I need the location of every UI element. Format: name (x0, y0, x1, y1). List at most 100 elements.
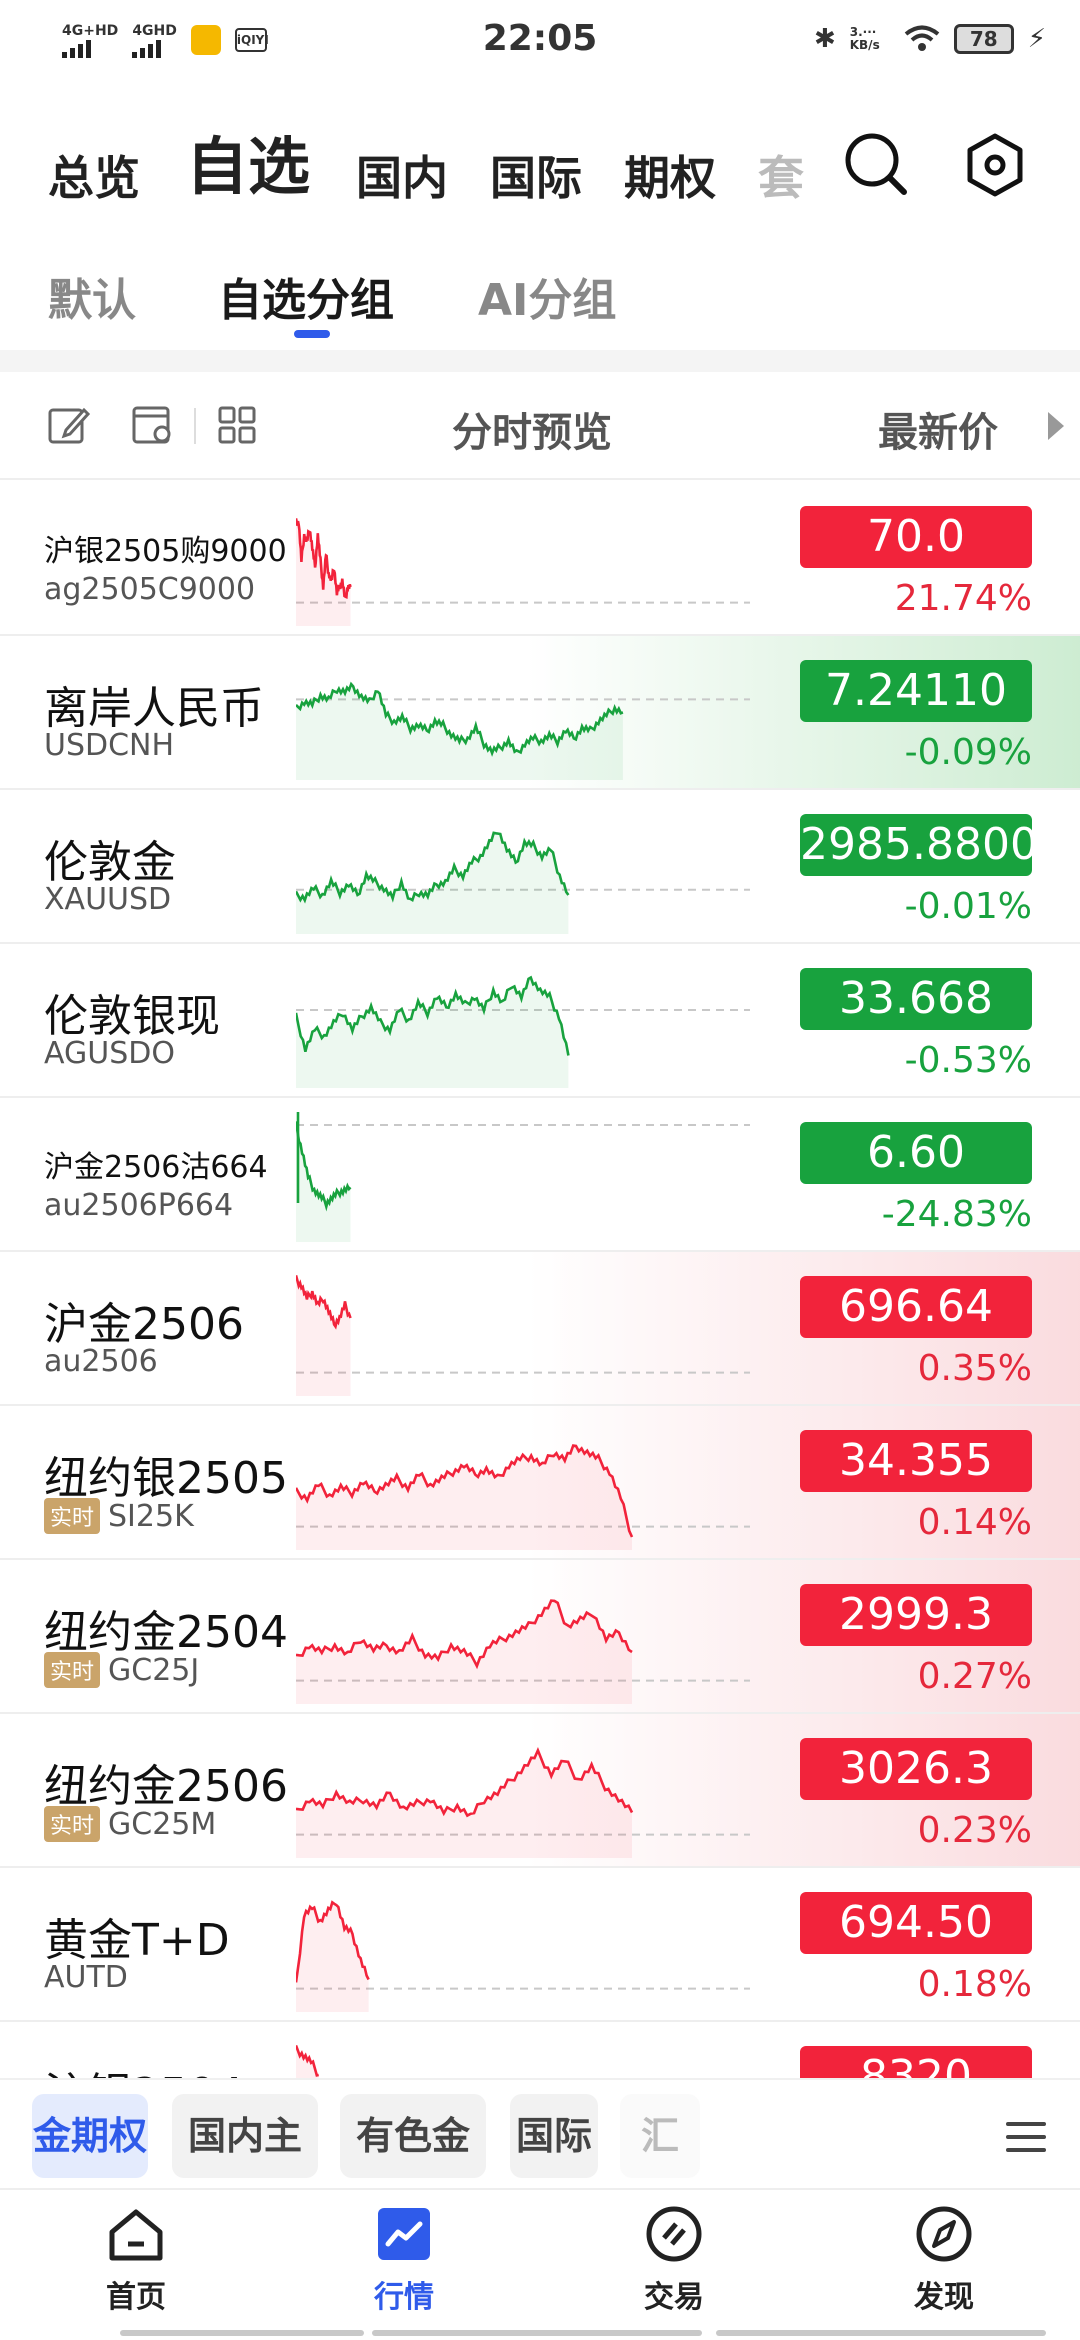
table-row[interactable]: 纽约金2504 实时 GC25J 2999.3 0.27% (0, 1560, 1080, 1714)
edit-icon[interactable] (46, 402, 92, 448)
instrument-name: 纽约银2505 (44, 1453, 288, 1504)
sparkline-area (296, 1121, 351, 1242)
column-header-price[interactable]: 最新价 (878, 410, 998, 456)
tab-options[interactable]: 期权 (624, 151, 716, 205)
nav-divider (716, 2330, 1046, 2336)
settings-icon[interactable] (960, 130, 1030, 200)
instrument-code: AUTD (44, 1960, 128, 1995)
sparkline-area (296, 684, 623, 780)
table-row[interactable]: 离岸人民币 USDCNH 7.24110 -0.09% (0, 636, 1080, 790)
realtime-badge: 实时 (44, 1498, 101, 1534)
chip-international[interactable]: 国际 (510, 2094, 598, 2178)
instrument-name: 沪银2505购9000 (44, 534, 287, 569)
table-row[interactable]: 纽约银2505 实时 SI25K 34.355 0.14% (0, 1406, 1080, 1560)
table-row[interactable]: 纽约金2506 实时 GC25M 3026.3 0.23% (0, 1714, 1080, 1868)
sparkline-path (296, 1275, 352, 1330)
sparkline-path (296, 1599, 633, 1670)
last-price[interactable]: 33.668 (800, 968, 1032, 1030)
realtime-badge: 实时 (44, 1652, 101, 1688)
last-price[interactable]: 2999.3 (800, 1584, 1032, 1646)
signal-icon-sim2: 4GHD (132, 22, 177, 58)
status-right: ✱ 3.··· KB/s 78 ⚡ (814, 24, 1046, 54)
intraday-sparkline (296, 1112, 750, 1242)
change-percent: -0.53% (904, 1040, 1032, 1081)
battery-icon: 78 (953, 24, 1014, 54)
instrument-code-line: au2506 (44, 1344, 158, 1379)
menu-icon (1006, 2122, 1046, 2161)
change-percent: 0.18% (917, 1964, 1032, 2005)
table-row[interactable]: 伦敦金 XAUUSD 2985.8800 -0.01% (0, 790, 1080, 944)
column-header-preview[interactable]: 分时预览 (452, 410, 612, 456)
table-row[interactable]: 沪银2505购9000 ag2505C9000 70.0 21.74% (0, 482, 1080, 636)
bottom-nav: 首页 行情 交易 发现 (0, 2188, 1080, 2340)
column-next-arrow-icon[interactable] (1048, 412, 1064, 440)
instrument-code: USDCNH (44, 728, 175, 763)
nav-trade[interactable]: 交易 (604, 2190, 744, 2340)
signal-icon-sim1: 4G+HD (62, 22, 118, 58)
chip-gold-options[interactable]: 金期权 (32, 2094, 148, 2178)
subtab-custom-group[interactable]: 自选分组 (218, 275, 394, 326)
table-row[interactable]: 黄金T+D AUTD 694.50 0.18% (0, 1868, 1080, 2022)
table-row[interactable]: 沪银2504 8320 (0, 2022, 1080, 2080)
change-percent: 0.35% (917, 1348, 1032, 1389)
instrument-name: 伦敦银现 (44, 991, 220, 1042)
tab-watchlist[interactable]: 自选 (186, 130, 311, 203)
table-header: 分时预览 最新价 (0, 372, 1080, 480)
last-price[interactable]: 694.50 (800, 1892, 1032, 1954)
sparkline-path (296, 681, 624, 757)
intraday-sparkline (296, 831, 750, 934)
sparkline-area (296, 1902, 369, 2012)
last-price[interactable]: 70.0 (800, 506, 1032, 568)
instrument-code-line: XAUUSD (44, 882, 171, 917)
nav-home[interactable]: 首页 (66, 2190, 206, 2340)
chip-domestic-main[interactable]: 国内主力 (172, 2094, 318, 2242)
instrument-code-line: AUTD (44, 1960, 128, 1995)
sparkline-path (296, 2044, 319, 2077)
divider-band (0, 350, 1080, 372)
last-price[interactable]: 696.64 (800, 1276, 1032, 1338)
table-row[interactable]: 伦敦银现 AGUSDO 33.668 -0.53% (0, 944, 1080, 1098)
last-price[interactable]: 6.60 (800, 1122, 1032, 1184)
change-percent: -0.09% (904, 732, 1032, 773)
subtab-default[interactable]: 默认 (48, 275, 136, 326)
last-price[interactable]: 8320 (800, 2046, 1032, 2080)
status-time: 22:05 (482, 18, 598, 59)
tab-more[interactable]: 套 (758, 151, 804, 205)
sparkline-area (296, 1445, 632, 1550)
nav-home-label: 首页 (106, 2280, 166, 2315)
sparkline-area (296, 1750, 632, 1858)
subtab-indicator (294, 330, 330, 338)
sparkline-area (296, 832, 569, 934)
tab-international[interactable]: 国际 (490, 151, 582, 205)
search-icon[interactable] (840, 130, 910, 200)
tab-domestic[interactable]: 国内 (356, 151, 448, 205)
nav-market[interactable]: 行情 (334, 2190, 474, 2340)
chip-nonferrous[interactable]: 有色金属 (340, 2094, 486, 2242)
last-price[interactable]: 2985.8800 (800, 814, 1038, 876)
last-price[interactable]: 3026.3 (800, 1738, 1032, 1800)
chip-fx[interactable]: 汇 (620, 2094, 700, 2178)
instrument-code-line: 实时 GC25J (44, 1652, 199, 1688)
table-row[interactable]: 沪金2506沽664 au2506P664 6.60 -24.83% (0, 1098, 1080, 1252)
nav-discover[interactable]: 发现 (874, 2190, 1014, 2340)
last-price[interactable]: 34.355 (800, 1430, 1032, 1492)
subtab-ai-group[interactable]: AI分组 (478, 275, 617, 326)
change-percent: -0.01% (904, 886, 1032, 927)
grid-view-icon[interactable] (214, 402, 260, 448)
instrument-code-line: AGUSDO (44, 1036, 175, 1071)
header-divider (194, 408, 196, 444)
last-price[interactable]: 7.24110 (800, 660, 1032, 722)
sparkline-area (296, 518, 351, 626)
intraday-sparkline (296, 518, 750, 626)
tab-overview[interactable]: 总览 (48, 151, 140, 205)
instrument-code: AGUSDO (44, 1036, 175, 1071)
group-settings-icon[interactable] (130, 402, 176, 448)
chip-menu-button[interactable] (950, 2094, 1080, 2178)
market-icon (378, 2208, 430, 2260)
change-percent: 0.23% (917, 1810, 1032, 1851)
sparkline-area (296, 977, 569, 1088)
nav-market-label: 行情 (374, 2280, 434, 2315)
table-row[interactable]: 沪金2506 au2506 696.64 0.35% (0, 1252, 1080, 1406)
instrument-name: 纽约金2504 (44, 1607, 288, 1658)
status-left: 4G+HD 4GHD iQIYI (62, 22, 269, 58)
